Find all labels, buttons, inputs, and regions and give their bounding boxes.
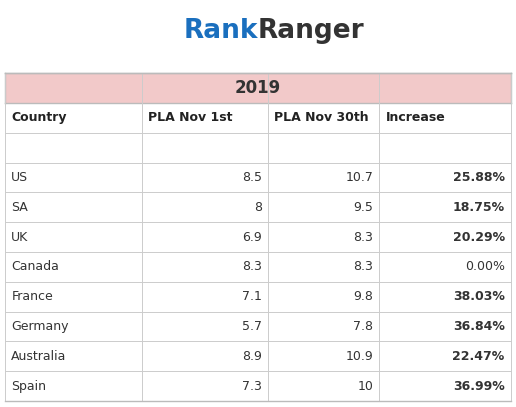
Text: PLA Nov 30th: PLA Nov 30th bbox=[275, 112, 369, 125]
Text: 8.3: 8.3 bbox=[353, 231, 373, 243]
Text: 9.8: 9.8 bbox=[353, 290, 373, 303]
Text: France: France bbox=[11, 290, 53, 303]
Text: Country: Country bbox=[11, 112, 67, 125]
Text: 8.5: 8.5 bbox=[242, 171, 262, 184]
Text: 9.5: 9.5 bbox=[353, 201, 373, 214]
Bar bbox=[5, 371, 511, 401]
Bar bbox=[5, 133, 511, 163]
Text: 8.3: 8.3 bbox=[353, 260, 373, 274]
Bar bbox=[5, 311, 511, 341]
Text: 36.99%: 36.99% bbox=[453, 379, 505, 392]
Text: 38.03%: 38.03% bbox=[453, 290, 505, 303]
Text: Spain: Spain bbox=[11, 379, 46, 392]
Text: UK: UK bbox=[11, 231, 28, 243]
Text: Rank: Rank bbox=[184, 18, 258, 44]
Text: 8.9: 8.9 bbox=[242, 350, 262, 363]
Bar bbox=[5, 103, 511, 133]
Text: 25.88%: 25.88% bbox=[453, 171, 505, 184]
Bar bbox=[5, 252, 511, 282]
Bar bbox=[5, 222, 511, 252]
Text: 10.7: 10.7 bbox=[345, 171, 373, 184]
Text: 36.84%: 36.84% bbox=[453, 320, 505, 333]
Bar bbox=[5, 193, 511, 222]
Text: 10: 10 bbox=[357, 379, 373, 392]
Text: Germany: Germany bbox=[11, 320, 69, 333]
Text: 5.7: 5.7 bbox=[242, 320, 262, 333]
Bar bbox=[5, 73, 511, 103]
Text: 6.9: 6.9 bbox=[242, 231, 262, 243]
Text: SA: SA bbox=[11, 201, 28, 214]
Text: PLA Nov 1st: PLA Nov 1st bbox=[148, 112, 232, 125]
Text: 8: 8 bbox=[254, 201, 262, 214]
Text: 18.75%: 18.75% bbox=[453, 201, 505, 214]
Text: Canada: Canada bbox=[11, 260, 59, 274]
Text: 10.9: 10.9 bbox=[345, 350, 373, 363]
Text: 22.47%: 22.47% bbox=[453, 350, 505, 363]
Text: US: US bbox=[11, 171, 28, 184]
Text: 7.8: 7.8 bbox=[353, 320, 373, 333]
Bar bbox=[5, 163, 511, 193]
Text: 8.3: 8.3 bbox=[242, 260, 262, 274]
Text: Australia: Australia bbox=[11, 350, 67, 363]
Text: 7.1: 7.1 bbox=[242, 290, 262, 303]
Bar bbox=[5, 341, 511, 371]
Text: Ranger: Ranger bbox=[258, 18, 365, 44]
Text: Increase: Increase bbox=[385, 112, 445, 125]
Text: 7.3: 7.3 bbox=[242, 379, 262, 392]
Bar bbox=[5, 282, 511, 311]
Text: 2019: 2019 bbox=[235, 79, 281, 97]
Text: 0.00%: 0.00% bbox=[464, 260, 505, 274]
Text: 20.29%: 20.29% bbox=[453, 231, 505, 243]
